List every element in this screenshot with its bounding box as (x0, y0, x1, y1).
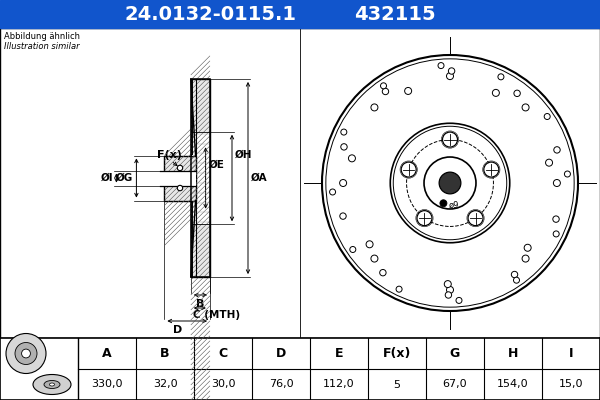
Circle shape (401, 162, 416, 177)
Circle shape (340, 213, 346, 219)
Text: ØG: ØG (116, 173, 133, 183)
Circle shape (380, 270, 386, 276)
Ellipse shape (49, 383, 55, 386)
Bar (191, 79, 210, 277)
Circle shape (350, 246, 356, 252)
Text: 67,0: 67,0 (443, 380, 467, 390)
Text: 112,0: 112,0 (323, 380, 355, 390)
Text: ØA: ØA (251, 173, 268, 183)
Bar (0, 0, 600, 28)
Circle shape (341, 129, 347, 135)
Circle shape (439, 172, 461, 194)
Circle shape (329, 189, 335, 195)
Circle shape (493, 89, 499, 96)
Text: 32,0: 32,0 (152, 380, 178, 390)
Circle shape (22, 349, 31, 358)
Text: 15,0: 15,0 (559, 380, 583, 390)
Text: F(x): F(x) (157, 150, 182, 160)
Text: I: I (569, 347, 573, 360)
Ellipse shape (33, 374, 71, 394)
Circle shape (565, 171, 571, 177)
Ellipse shape (44, 380, 60, 388)
Circle shape (440, 200, 447, 207)
Circle shape (446, 73, 454, 80)
Circle shape (514, 90, 520, 96)
Text: C: C (218, 347, 227, 360)
Circle shape (371, 255, 378, 262)
Text: F(x): F(x) (383, 347, 411, 360)
Circle shape (366, 241, 373, 248)
Text: 5: 5 (394, 380, 401, 390)
Text: Abbildung ähnlich: Abbildung ähnlich (4, 32, 80, 41)
Circle shape (417, 211, 432, 226)
Circle shape (178, 185, 182, 191)
Text: 30,0: 30,0 (211, 380, 235, 390)
Circle shape (404, 88, 412, 94)
Text: B: B (160, 347, 170, 360)
Circle shape (443, 132, 458, 147)
Bar (161, 170, 196, 186)
Circle shape (349, 155, 355, 162)
Circle shape (484, 162, 499, 177)
Circle shape (456, 298, 462, 304)
Circle shape (6, 334, 46, 374)
Bar (191, 79, 210, 277)
Circle shape (380, 83, 386, 89)
Circle shape (498, 74, 504, 80)
Circle shape (522, 104, 529, 111)
Circle shape (341, 144, 347, 150)
Circle shape (511, 271, 518, 278)
Text: 330,0: 330,0 (91, 380, 123, 390)
Circle shape (445, 292, 452, 298)
Text: H: H (508, 347, 518, 360)
Circle shape (553, 180, 560, 186)
Text: 154,0: 154,0 (497, 380, 529, 390)
Circle shape (554, 147, 560, 153)
Text: ØI: ØI (101, 173, 113, 183)
Circle shape (371, 104, 378, 111)
Circle shape (446, 286, 454, 293)
Circle shape (396, 286, 402, 292)
Circle shape (522, 255, 529, 262)
Bar (164, 156, 196, 200)
Text: ø9: ø9 (448, 201, 459, 210)
Circle shape (448, 68, 455, 74)
Bar (0, 338, 600, 400)
Text: B: B (196, 299, 205, 309)
Bar (0, 28, 600, 338)
Circle shape (178, 165, 182, 171)
Circle shape (468, 211, 483, 226)
Text: ØE: ØE (209, 160, 224, 170)
Bar (192, 132, 209, 224)
Text: ØH: ØH (235, 150, 253, 160)
Circle shape (444, 280, 451, 288)
Text: Illustration similar: Illustration similar (4, 42, 80, 51)
Circle shape (514, 277, 520, 283)
Circle shape (545, 159, 553, 166)
Circle shape (382, 88, 389, 95)
Text: G: G (450, 347, 460, 360)
Text: A: A (102, 347, 112, 360)
Circle shape (424, 157, 476, 209)
Circle shape (322, 55, 578, 311)
Circle shape (544, 114, 550, 120)
Text: 432115: 432115 (354, 4, 436, 24)
Text: E: E (335, 347, 343, 360)
Circle shape (524, 244, 531, 251)
Text: D: D (173, 325, 182, 335)
Text: 76,0: 76,0 (269, 380, 293, 390)
Circle shape (340, 180, 347, 186)
Circle shape (438, 62, 444, 68)
Circle shape (553, 231, 559, 237)
Circle shape (15, 342, 37, 364)
Circle shape (553, 216, 559, 222)
Text: D: D (276, 347, 286, 360)
Text: 24.0132-0115.1: 24.0132-0115.1 (124, 4, 296, 24)
Text: C (MTH): C (MTH) (193, 310, 241, 320)
